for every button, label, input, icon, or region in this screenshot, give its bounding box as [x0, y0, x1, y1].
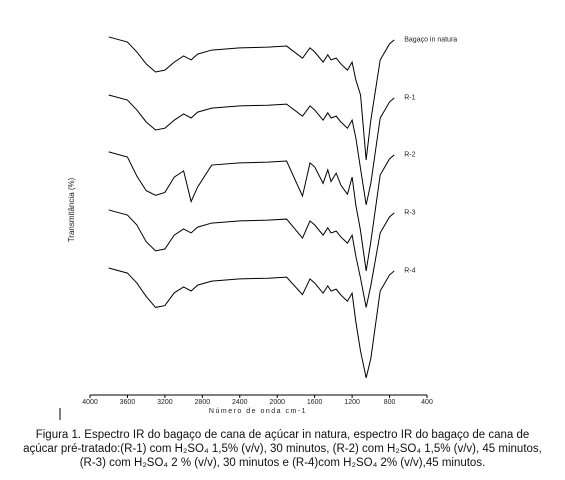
series-label: R-1	[404, 95, 415, 102]
x-tick-label: 2000	[269, 399, 285, 406]
spectrum-line	[108, 94, 395, 205]
series-label: Bagaço in natura	[404, 37, 457, 44]
x-tick-label: 400	[421, 399, 433, 406]
caption: Figura 1. Espectro IR do bagaço de cana …	[23, 429, 542, 469]
spectrum-line	[108, 267, 395, 378]
y-axis-title: Transmitância (%)	[67, 177, 76, 242]
spectrum-line	[108, 36, 395, 160]
chart: Número de onda cm-1 Transmitância (%) 40…	[59, 36, 457, 420]
x-tick-label: 2800	[195, 399, 211, 406]
series-label: R-2	[404, 152, 415, 159]
spectrum-line	[108, 151, 395, 271]
x-tick-label: 3600	[120, 399, 136, 406]
spectrum-line	[108, 209, 395, 308]
series-label: R-4	[404, 268, 415, 275]
x-tick-label: 800	[384, 399, 396, 406]
series-label: R-3	[404, 210, 415, 217]
x-tick-label: 1200	[344, 399, 360, 406]
x-tick-label: 3200	[157, 399, 173, 406]
x-tick-label: 1600	[307, 399, 323, 406]
x-tick-label: 2400	[232, 399, 248, 406]
x-tick-label: 4000	[82, 399, 98, 406]
x-axis-title: Número de onda cm-1	[209, 408, 307, 415]
